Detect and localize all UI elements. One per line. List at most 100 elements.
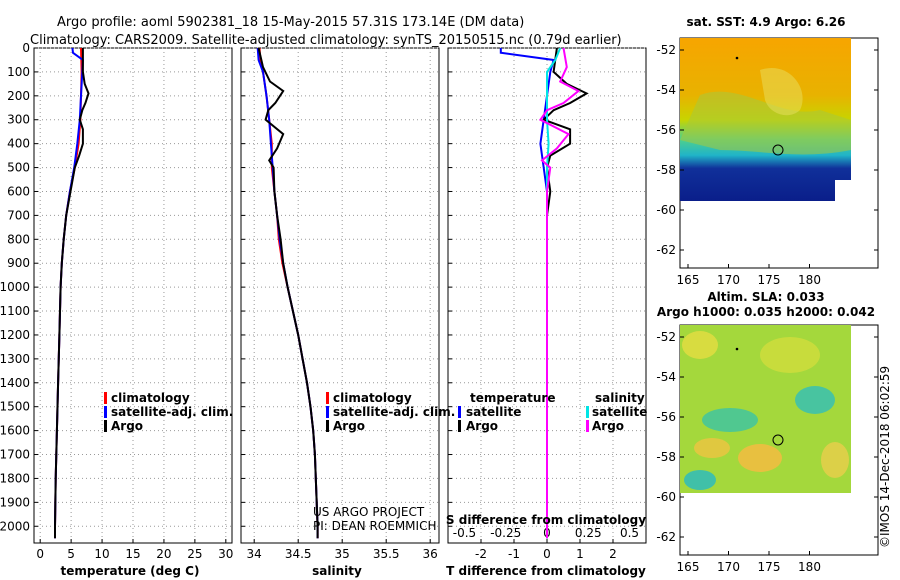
project-annotation: US ARGO PROJECT: [313, 505, 425, 519]
x-tick-label: 35: [335, 547, 350, 561]
temperature-legend: climatology satellite-adj. clim. Argo: [104, 391, 233, 433]
series-line-satellite-adj-clim-: [54, 48, 84, 539]
sla-map-blob: [682, 331, 718, 359]
legend-label-climatology: climatology: [333, 391, 412, 405]
lat-tick-label: -52: [656, 330, 676, 344]
legend-swatch-climatology: [104, 392, 107, 404]
depth-tick-label: 800: [7, 232, 30, 246]
sla-map-argo-marker: [772, 434, 784, 446]
x-tick-label: 30: [218, 547, 233, 561]
legend-label-t-satellite: satellite: [466, 405, 521, 419]
depth-tick-label: 1400: [0, 376, 30, 390]
salinity-legend: climatology satellite-adj. clim. Argo: [326, 391, 455, 433]
figure-title-line2: Climatology: CARS2009. Satellite-adjuste…: [30, 33, 622, 48]
depth-tick-label: 2000: [0, 519, 30, 533]
depth-tick-label: 1000: [0, 280, 30, 294]
depth-tick-label: 100: [7, 65, 30, 79]
depth-tick-label: 200: [7, 89, 30, 103]
x-tick-label: -1: [508, 547, 520, 561]
depth-tick-label: 1500: [0, 400, 30, 414]
s-difference-tick-label: 0.25: [575, 526, 602, 540]
legend-label-t-argo: Argo: [466, 419, 498, 433]
series-group: [256, 48, 319, 539]
s-difference-tick-label: -0.25: [490, 526, 521, 540]
depth-tick-label: 600: [7, 184, 30, 198]
depth-tick-label: 300: [7, 113, 30, 127]
x-tick-label: -2: [475, 547, 487, 561]
sla-map-blob: [702, 408, 758, 432]
pi-annotation: PI: DEAN ROEMMICH: [313, 519, 436, 533]
legend-swatch-t-argo: [458, 420, 461, 432]
depth-tick-label: 1800: [0, 471, 30, 485]
series-group: [499, 48, 589, 539]
series-line-s-argo: [538, 48, 581, 539]
legend-title-salinity: salinity: [595, 391, 645, 405]
sst-map: sat. SST: 4.9 Argo: 6.26 -52 -54 -56 -58 -60…: [656, 15, 879, 287]
sst-map-dot-marker: [735, 56, 739, 60]
x-tick-label: 0: [36, 547, 44, 561]
legend-swatch-s-satellite: [586, 406, 589, 418]
temperature-axis-label: temperature (deg C): [61, 564, 200, 578]
series-line-climatology: [54, 48, 83, 539]
lat-tick-label: -56: [656, 410, 676, 424]
figure-title-line1: Argo profile: aoml 5902381_18 15-May-201…: [57, 15, 524, 30]
series-line-s-satellite: [546, 48, 562, 539]
series-group: [54, 48, 90, 539]
lat-tick-label: -52: [656, 43, 676, 57]
legend-label-climatology: climatology: [111, 391, 190, 405]
series-line-argo: [257, 48, 319, 539]
depth-tick-label: 700: [7, 208, 30, 222]
sst-map-frontal-band: [680, 91, 851, 155]
legend-swatch-satellite: [104, 406, 107, 418]
legend-swatch-s-argo: [586, 420, 589, 432]
x-tick-label: 1: [576, 547, 584, 561]
x-tick-label: 10: [94, 547, 109, 561]
sla-map-blob: [738, 444, 782, 472]
x-tick-label: 15: [125, 547, 140, 561]
depth-tick-label: 900: [7, 256, 30, 270]
s-difference-tick-label: -0.5: [453, 526, 476, 540]
sst-map-argo-marker: [772, 144, 784, 156]
depth-tick-label: 1300: [0, 352, 30, 366]
lat-tick-label: -54: [656, 83, 676, 97]
x-tick-label: 25: [187, 547, 202, 561]
s-difference-axis-label: S difference from climatology: [446, 513, 646, 527]
sla-map-blob: [795, 386, 835, 414]
legend-label-satellite: satellite-adj. clim.: [111, 405, 233, 419]
legend-swatch-climatology: [326, 392, 329, 404]
legend-swatch-t-satellite: [458, 406, 461, 418]
legend-swatch-satellite: [326, 406, 329, 418]
x-tick-label: 35.5: [373, 547, 400, 561]
sla-map-title-line1: Altim. SLA: 0.033: [707, 290, 824, 304]
depth-tick-label: 1100: [0, 304, 30, 318]
depth-tick-label: 400: [7, 137, 30, 151]
lon-tick-label: 165: [677, 273, 700, 287]
sst-map-warm-patch: [760, 68, 803, 116]
sst-map-land-mask: [835, 180, 851, 201]
legend-swatch-argo: [104, 420, 107, 432]
sst-map-title: sat. SST: 4.9 Argo: 6.26: [686, 15, 845, 29]
x-tick-label: 36: [423, 547, 438, 561]
legend-label-s-satellite: satellite: [592, 405, 647, 419]
lat-tick-label: -60: [656, 203, 676, 217]
sla-map: Altim. SLA: 0.033 Argo h1000: 0.035 h200…: [656, 290, 879, 574]
depth-tick-label: 1900: [0, 495, 30, 509]
s-difference-tick-label: 0.5: [620, 526, 639, 540]
lon-tick-label: 175: [758, 273, 781, 287]
legend-label-argo: Argo: [333, 419, 365, 433]
lat-tick-label: -62: [656, 243, 676, 257]
x-tick-label: 34: [247, 547, 262, 561]
sla-map-title-line2: Argo h1000: 0.035 h2000: 0.042: [657, 305, 875, 319]
sla-map-blob: [821, 442, 849, 478]
series-line-argo: [54, 48, 90, 539]
lat-tick-label: -54: [656, 370, 676, 384]
legend-label-argo: Argo: [111, 419, 143, 433]
depth-tick-label: 1700: [0, 448, 30, 462]
lat-tick-label: -58: [656, 163, 676, 177]
lon-tick-label: 165: [677, 560, 700, 574]
legend-title-temperature: temperature: [470, 391, 555, 405]
imos-credit: ©IMOS 14-Dec-2018 06:02:59: [878, 366, 892, 548]
lat-tick-label: -58: [656, 450, 676, 464]
sla-map-dot-marker: [735, 347, 739, 351]
